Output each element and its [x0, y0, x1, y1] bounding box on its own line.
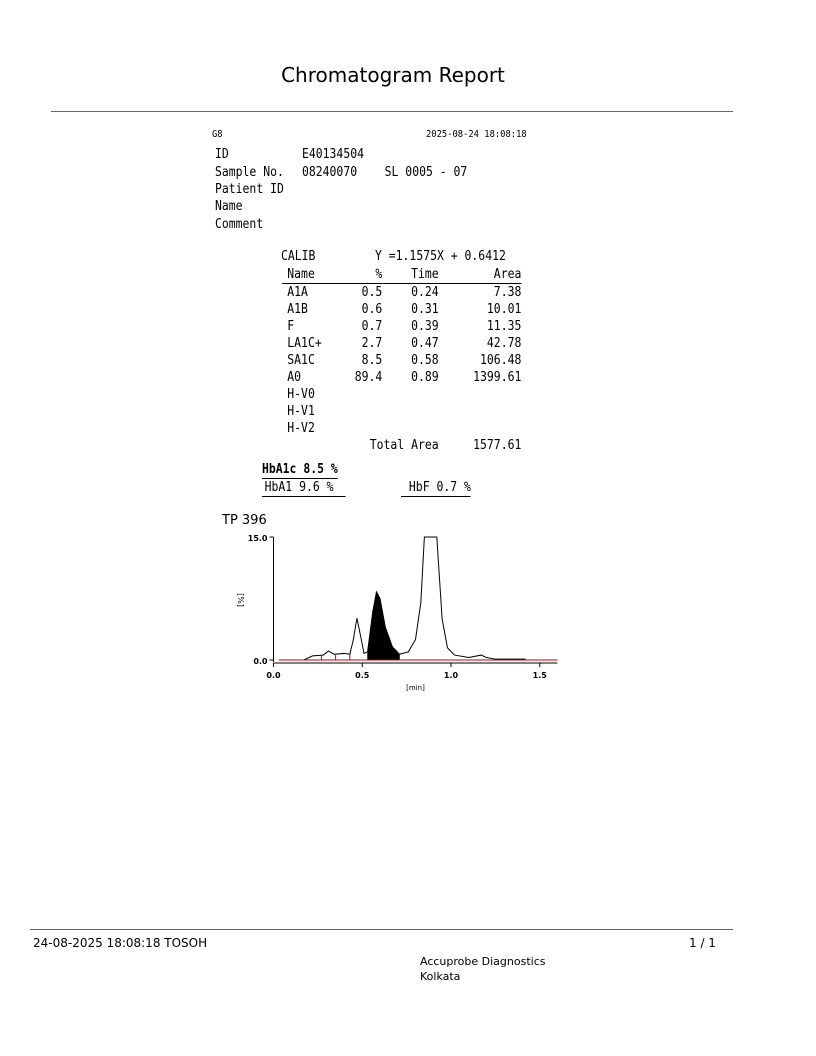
results-table: Name % Time Area A1A 0.5 0.24 7.38 A1B 0.6 0.3…: [282, 266, 522, 454]
x-tick-label: 0.5: [355, 671, 370, 680]
cell-name: H-V0: [287, 387, 315, 402]
cell-time: 0.31: [411, 302, 439, 317]
cell-area: 7.38: [493, 285, 522, 300]
lab-name: Accuprobe Diagnostics: [420, 955, 546, 968]
cell-percent: 0.7: [361, 319, 383, 334]
run-datetime: 2025-08-24 18:08:18: [426, 129, 527, 140]
chromatogram-trace: [303, 536, 526, 661]
table-row: H-V1: [282, 403, 521, 420]
header-divider: [51, 111, 733, 112]
cell-name: H-V2: [287, 421, 315, 436]
col-percent: %: [348, 266, 383, 284]
cell-area: 106.48: [480, 353, 522, 368]
cell-percent: 8.5: [361, 353, 383, 368]
x-tick-label: 0.0: [266, 671, 281, 680]
field-label: Name: [215, 199, 243, 214]
x-tick-label: 1.5: [533, 671, 548, 680]
cell-time: 0.89: [411, 370, 439, 385]
cell-name: A0: [287, 370, 302, 385]
y-tick-label: 0.0: [253, 657, 268, 666]
table-row: H-V0: [282, 386, 521, 403]
report-title: Chromatogram Report: [281, 63, 505, 87]
cell-area: 1399.61: [473, 370, 522, 385]
table-row: A1A 0.5 0.24 7.38: [282, 284, 521, 302]
footer-divider: [30, 929, 733, 930]
total-label: Total Area: [369, 438, 439, 453]
cell-percent: 0.6: [361, 302, 383, 317]
field-label: Comment: [215, 217, 264, 232]
col-area: Area: [438, 266, 522, 284]
col-name: Name: [282, 266, 349, 284]
cell-percent: 89.4: [354, 370, 383, 385]
total-value: 1577.61: [473, 438, 522, 453]
cell-name: SA1C: [287, 353, 315, 368]
cell-time: 0.39: [411, 319, 439, 334]
cell-area: 11.35: [486, 319, 522, 334]
cell-name: A1A: [287, 285, 308, 300]
hba1-result: HbA1 9.6 %: [262, 480, 346, 497]
table-row: H-V2: [282, 420, 521, 437]
cell-time: 0.47: [411, 336, 439, 351]
cell-name: A1B: [287, 302, 308, 317]
cell-name: F: [287, 319, 295, 334]
field-label: ID: [215, 147, 229, 162]
table-row: F 0.7 0.39 11.35: [282, 318, 521, 335]
field-label: Sample No.: [215, 165, 284, 180]
cell-time: 0.58: [411, 353, 439, 368]
cell-time: 0.24: [411, 285, 439, 300]
chart-title: TP 396: [221, 513, 267, 528]
table-row: A1B 0.6 0.31 10.01: [282, 301, 521, 318]
filled-peak-sa1c: [367, 591, 400, 660]
cell-area: 10.01: [486, 302, 522, 317]
cell-name: H-V1: [287, 404, 315, 419]
cell-name: LA1C+: [287, 336, 322, 351]
lab-city: Kolkata: [420, 970, 461, 983]
field-value: E40134504: [302, 147, 364, 162]
y-axis-label: [%]: [236, 593, 245, 607]
print-info: 24-08-2025 18:08:18 TOSOH: [33, 936, 208, 950]
x-axis-label: [min]: [406, 684, 425, 692]
x-tick-label: 1.0: [444, 671, 459, 680]
calib-label: CALIB: [281, 249, 316, 264]
y-tick-label: 15.0: [248, 534, 268, 543]
table-row: SA1C 8.5 0.58 106.48: [282, 352, 521, 369]
table-row: LA1C+ 2.7 0.47 42.78: [282, 335, 521, 352]
field-label: Patient ID: [215, 182, 284, 197]
page-number: 1 / 1: [689, 936, 716, 950]
instrument-model: G8: [212, 129, 223, 140]
hba1c-result: HbA1c 8.5 %: [262, 462, 338, 479]
cell-percent: 0.5: [361, 285, 383, 300]
field-value: 08240070 SL 0005 - 07: [302, 165, 468, 180]
cell-area: 42.78: [486, 336, 522, 351]
hbf-result: HbF 0.7 %: [401, 480, 471, 497]
cell-percent: 2.7: [361, 336, 383, 351]
col-time: Time: [382, 266, 439, 284]
calib-equation: Y =1.1575X + 0.6412: [375, 249, 506, 264]
table-row: A0 89.4 0.89 1399.61: [282, 369, 521, 386]
